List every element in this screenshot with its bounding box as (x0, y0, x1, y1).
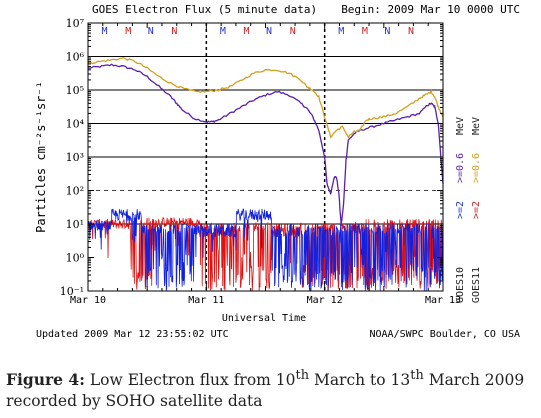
axis-ticks (87, 22, 444, 292)
y-tick-label: 10² (66, 185, 84, 198)
mn-marker: N (384, 26, 390, 37)
y-tick-label: 10⁻¹ (60, 285, 84, 298)
mn-marker: M (362, 26, 368, 37)
right-legend-label: GOES10 (455, 267, 466, 303)
series-line (87, 56, 444, 139)
mn-marker: N (148, 26, 154, 37)
right-legend-label: >=2 (455, 201, 466, 219)
series-noisy (88, 208, 444, 291)
right-legend-label: GOES11 (471, 267, 482, 303)
caption-text-1: Low Electron flux from 10 (89, 371, 296, 390)
caption-text-2: March to 13 (309, 371, 411, 390)
y-tick-label: 10³ (66, 151, 84, 164)
right-legend-label: MeV (471, 117, 482, 135)
mn-marker: N (266, 26, 272, 37)
chart-title: GOES Electron Flux (5 minute data) (92, 3, 317, 16)
mn-marker: M (102, 26, 108, 37)
right-legend-label: >=0.6 (455, 153, 466, 183)
begin-label: Begin: 2009 Mar 10 0000 UTC (341, 3, 520, 16)
x-tick-label: Mar 10 (70, 295, 106, 306)
caption-sup-1: th (295, 368, 310, 383)
right-legend-label: >=0.6 (471, 153, 482, 183)
axis-labels: 10⁻¹ 10⁰ 10¹ 10² 10³ 10⁴ 10⁵ 10⁶ 10⁷ Mar 10 Mar 11… (60, 17, 482, 306)
x-tick-label: Mar 12 (307, 295, 343, 306)
y-axis-label: Particles cm⁻²s⁻¹sr⁻¹ (34, 81, 48, 233)
mn-marker: M (125, 26, 131, 37)
footer-updated: Updated 2009 Mar 12 23:55:02 UTC (36, 329, 229, 340)
mn-marker: N (171, 26, 177, 37)
caption-label: Figure 4: (6, 370, 85, 390)
x-tick-label: Mar 13 (425, 295, 461, 306)
y-tick-label: 10⁷ (66, 17, 85, 30)
x-tick-label: Mar 11 (188, 295, 224, 306)
x-axis-label: Universal Time (222, 313, 306, 324)
footer-noaa: NOAA/SWPC Boulder, CO USA (369, 329, 520, 340)
right-legend-label: >=2 (471, 201, 482, 219)
mn-marker: N (290, 26, 296, 37)
data-series (87, 56, 444, 291)
mn-marker: M (220, 26, 226, 37)
caption-sup-2: th (410, 368, 424, 383)
mn-marker: M (244, 26, 250, 37)
series-noisy (87, 216, 444, 291)
y-tick-label: 10⁴ (66, 118, 85, 131)
series-line (87, 63, 444, 227)
y-tick-label: 10⁵ (66, 84, 84, 97)
y-tick-label: 10⁶ (66, 51, 85, 64)
y-tick-label: 10¹ (66, 218, 84, 231)
right-legend-label: MeV (455, 117, 466, 135)
mn-marker: N (408, 26, 414, 37)
mn-marker: M (338, 26, 344, 37)
caption-text-3: March 2009 recorded by SOHO satellite da… (6, 371, 525, 411)
figure-caption: Figure 4: Low Electron flux from 10th Ma… (6, 365, 536, 412)
grid-lines (88, 23, 443, 291)
y-tick-label: 10⁰ (66, 252, 85, 265)
